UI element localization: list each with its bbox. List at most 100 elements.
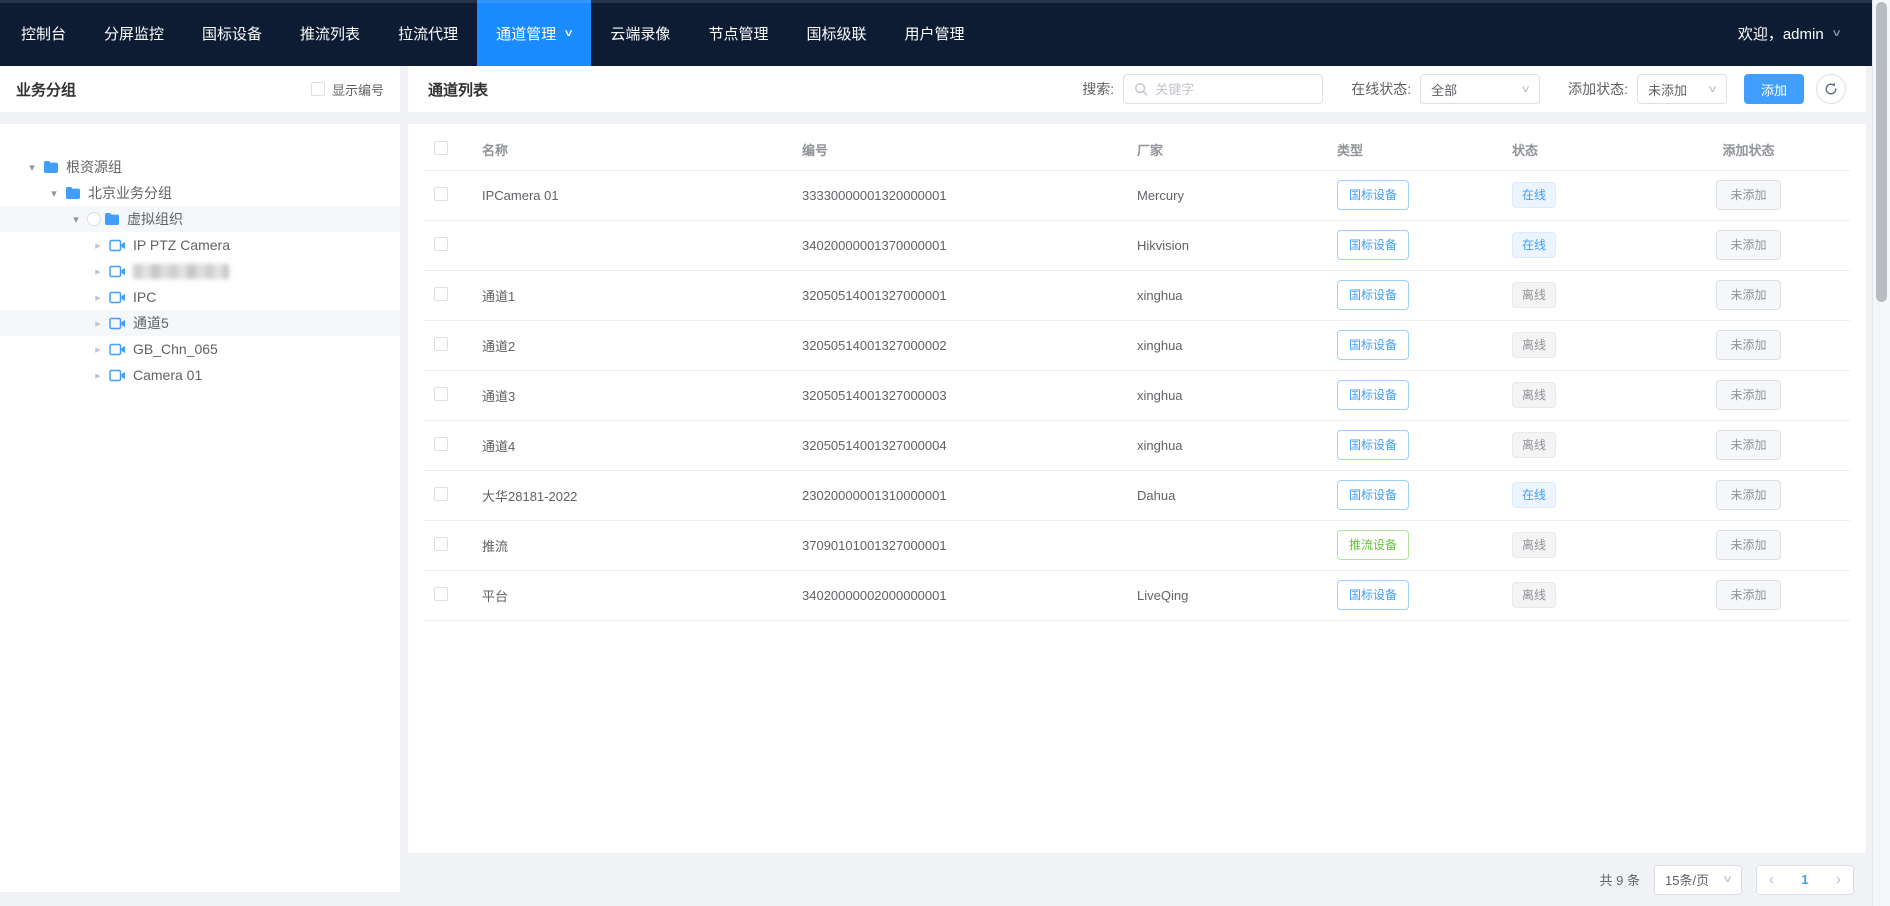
cell-id: 34020000001370000001 — [792, 220, 1127, 271]
cell-vendor: Hikvision — [1127, 220, 1327, 271]
tree-node-label: GB_Chn_065 — [133, 341, 218, 357]
nav-tabs: 控制台 分屏监控 国标设备 推流列表 拉流代理 通道管理 ∨ 云端录像 节点管理 国标级联 用户管理 — [2, 0, 983, 66]
caret-right-icon[interactable]: ▸ — [95, 317, 101, 330]
nav-tab-1[interactable]: 控制台 — [2, 0, 85, 66]
type-tag: 国标设备 — [1337, 430, 1410, 460]
row-checkbox[interactable] — [434, 186, 448, 201]
row-checkbox[interactable] — [434, 286, 448, 301]
table-row[interactable]: 通道2 32050514001327000002 xinghua 国标设备 离线 未添加 — [424, 320, 1850, 371]
search-input[interactable] — [1155, 81, 1313, 97]
search-icon — [1135, 83, 1148, 96]
tree-node-IP PTZ Camera[interactable]: ▸ IP PTZ Camera — [0, 232, 400, 258]
added-status-badge: 未添加 — [1716, 580, 1781, 610]
status-badge: 离线 — [1512, 282, 1557, 308]
cell-id: 32050514001327000001 — [792, 270, 1127, 321]
table-row[interactable]: IPCamera 01 33330000001320000001 Mercury 国标… — [424, 170, 1850, 221]
tree-node-redacted[interactable]: ▸ — [0, 258, 400, 284]
added-status-badge: 未添加 — [1716, 280, 1781, 310]
nav-tab-5[interactable]: 拉流代理 — [379, 0, 477, 66]
welcome-user-label: 欢迎，admin — [1737, 25, 1824, 43]
nav-tab-8[interactable]: 节点管理 — [689, 0, 787, 66]
caret-right-icon[interactable]: ▸ — [95, 343, 101, 356]
caret-down-icon[interactable]: ▾ — [29, 161, 35, 174]
caret-right-icon[interactable]: ▸ — [95, 239, 101, 252]
tree-node-label: IP PTZ Camera — [133, 237, 230, 253]
cell-vendor: Mercury — [1127, 170, 1327, 221]
status-badge: 离线 — [1512, 432, 1557, 458]
caret-down-icon[interactable]: ▾ — [51, 187, 57, 200]
sidebar-title: 业务分组 — [16, 81, 77, 99]
table-row[interactable]: 通道3 32050514001327000003 xinghua 国标设备 离线 未添加 — [424, 370, 1850, 421]
cell-name — [472, 220, 792, 271]
tree-node-IPC[interactable]: ▸ IPC — [0, 284, 400, 310]
row-checkbox[interactable] — [434, 386, 448, 401]
tree-node-GB_Chn_065[interactable]: ▸ GB_Chn_065 — [0, 336, 400, 362]
scrollbar-thumb[interactable] — [1876, 2, 1887, 302]
cell-id: 37090101001327000001 — [792, 520, 1127, 571]
type-tag: 国标设备 — [1337, 580, 1410, 610]
next-page-button[interactable]: › — [1835, 871, 1841, 888]
nav-tab-label: 节点管理 — [708, 25, 769, 43]
page-size-value: 15条/页 — [1665, 873, 1710, 888]
channel-table-panel: 名称 编号 厂家 类型 状态 添加状态 IPCamera 01 333300000… — [408, 124, 1866, 853]
table-row[interactable]: 34020000001370000001 Hikvision 国标设备 在线 未添加 — [424, 220, 1850, 271]
refresh-icon — [1825, 82, 1837, 95]
page-scrollbar[interactable] — [1872, 0, 1890, 906]
table-row[interactable]: 通道1 32050514001327000001 xinghua 国标设备 离线 未添加 — [424, 270, 1850, 321]
current-page[interactable]: 1 — [1801, 872, 1809, 887]
caret-right-icon[interactable]: ▸ — [95, 291, 101, 304]
row-checkbox[interactable] — [434, 336, 448, 351]
select-all-checkbox[interactable] — [434, 141, 448, 156]
caret-down-icon[interactable]: ▾ — [73, 213, 79, 226]
row-checkbox[interactable] — [434, 436, 448, 451]
table-row[interactable]: 大华28181-2022 23020000001310000001 Dahua 国标设… — [424, 470, 1850, 521]
show-number-toggle[interactable]: 显示编号 — [310, 80, 384, 99]
refresh-button[interactable] — [1816, 74, 1846, 104]
column-header-vendor: 厂家 — [1127, 130, 1327, 171]
camera-icon-wrap — [109, 291, 126, 304]
row-checkbox[interactable] — [434, 586, 448, 601]
caret-right-icon[interactable]: ▸ — [95, 369, 101, 382]
nav-tab-10[interactable]: 用户管理 — [885, 0, 983, 66]
nav-tab-label: 国标级联 — [806, 25, 867, 43]
added-status-badge: 未添加 — [1716, 480, 1781, 510]
cell-name: IPCamera 01 — [472, 170, 792, 221]
nav-tab-label: 云端录像 — [610, 25, 671, 43]
tree-node-虚拟组织[interactable]: ▾ 虚拟组织 — [0, 206, 400, 232]
add-button[interactable]: 添加 — [1743, 74, 1804, 104]
cell-vendor: xinghua — [1127, 420, 1327, 471]
channel-main: 通道列表 搜索: 在线状态: 全部 ∨ 添加状态: 未添加 — [408, 66, 1866, 906]
search-box[interactable] — [1123, 74, 1324, 104]
tree-node-根资源组[interactable]: ▾ 根资源组 — [0, 154, 400, 180]
column-header-name: 名称 — [472, 130, 792, 171]
nav-tab-3[interactable]: 国标设备 — [183, 0, 281, 66]
total-count: 共 9 条 — [1599, 873, 1640, 888]
cell-id: 33330000001320000001 — [792, 170, 1127, 221]
nav-tab-2[interactable]: 分屏监控 — [85, 0, 183, 66]
nav-tab-7[interactable]: 云端录像 — [591, 0, 689, 66]
row-checkbox[interactable] — [434, 536, 448, 551]
prev-page-button[interactable]: ‹ — [1769, 871, 1774, 888]
row-checkbox[interactable] — [434, 236, 448, 251]
table-row[interactable]: 通道4 32050514001327000004 xinghua 国标设备 离线 未添加 — [424, 420, 1850, 471]
nav-tab-4[interactable]: 推流列表 — [281, 0, 379, 66]
online-status-select[interactable]: 全部 ∨ — [1420, 74, 1541, 104]
page-title: 通道列表 — [428, 81, 489, 99]
tree-node-label: 根资源组 — [66, 159, 122, 175]
added-status-select[interactable]: 未添加 ∨ — [1636, 74, 1727, 104]
tree-node-通道5[interactable]: ▸ 通道5 — [0, 310, 400, 336]
cell-id: 32050514001327000004 — [792, 420, 1127, 471]
nav-tab-6[interactable]: 通道管理 ∨ — [477, 0, 592, 66]
group-radio[interactable] — [87, 212, 101, 226]
tree-node-北京业务分组[interactable]: ▾ 北京业务分组 — [0, 180, 400, 206]
row-checkbox[interactable] — [434, 486, 448, 501]
tree-node-Camera 01[interactable]: ▸ Camera 01 — [0, 362, 400, 388]
page-size-select[interactable]: 15条/页 ∨ — [1654, 864, 1742, 895]
user-menu[interactable]: 欢迎，admin ∨ — [1737, 0, 1842, 66]
nav-tab-9[interactable]: 国标级联 — [787, 0, 885, 66]
caret-right-icon[interactable]: ▸ — [95, 265, 101, 278]
table-row[interactable]: 平台 34020000002000000001 LiveQing 国标设备 离线 未添加 — [424, 570, 1850, 621]
show-number-checkbox[interactable] — [310, 82, 325, 96]
added-status-label: 添加状态: — [1568, 81, 1628, 97]
table-row[interactable]: 推流 37090101001327000001 推流设备 离线 未添加 — [424, 520, 1850, 571]
